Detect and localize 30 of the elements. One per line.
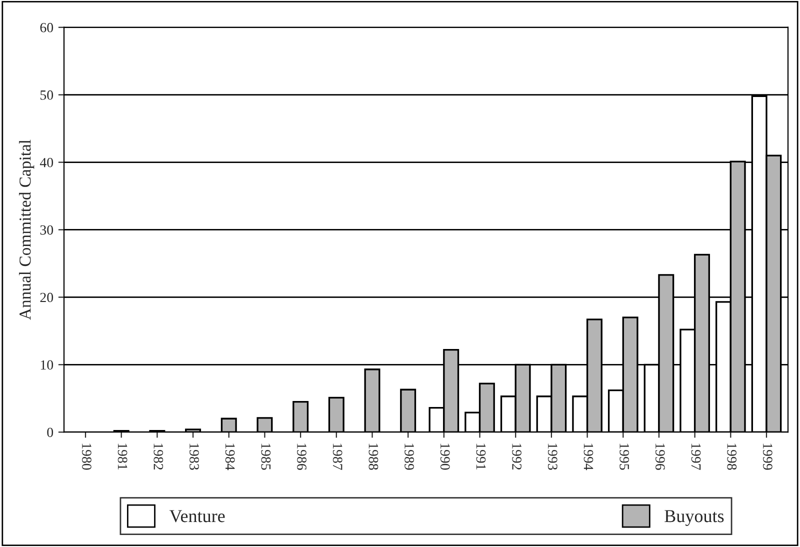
x-tick-label: 1990 bbox=[440, 444, 450, 470]
x-tick-label: 1988 bbox=[368, 444, 378, 470]
x-tick-label: 1982 bbox=[154, 444, 164, 470]
x-tick-label: 1987 bbox=[332, 444, 342, 470]
legend-label: Venture bbox=[169, 510, 225, 522]
y-tick-label: 60 bbox=[40, 22, 54, 32]
x-tick-label: 1991 bbox=[476, 444, 486, 470]
x-tick-label: 1997 bbox=[691, 444, 701, 470]
y-tick-label: 30 bbox=[40, 225, 54, 235]
x-tick-label: 1983 bbox=[190, 444, 199, 470]
x-tick-label: 1980 bbox=[82, 444, 92, 470]
x-tick-label: 1996 bbox=[655, 444, 665, 470]
y-tick-label: 0 bbox=[47, 428, 54, 438]
x-tick-label: 1992 bbox=[512, 444, 522, 470]
y-tick-label: 40 bbox=[40, 158, 54, 168]
x-tick-label: 1998 bbox=[727, 444, 737, 470]
x-tick-label: 1985 bbox=[261, 444, 271, 470]
x-tick-label: 1981 bbox=[118, 444, 128, 470]
x-tick-label: 1993 bbox=[548, 444, 558, 470]
x-tick-label: 1989 bbox=[404, 444, 414, 470]
y-tick-label: 10 bbox=[40, 360, 54, 370]
y-tick-label: 50 bbox=[40, 90, 54, 100]
x-tick-label: 1994 bbox=[584, 444, 594, 470]
x-tick-label: 1986 bbox=[297, 444, 306, 470]
legend-label: Buyouts bbox=[664, 510, 724, 526]
y-tick-label: 20 bbox=[40, 292, 54, 302]
x-tick-label: 1984 bbox=[225, 444, 235, 470]
x-tick-label: 1995 bbox=[620, 444, 629, 470]
x-tick-label: 1999 bbox=[763, 444, 772, 470]
y-axis-title: Annual Committed Capital bbox=[19, 140, 34, 320]
